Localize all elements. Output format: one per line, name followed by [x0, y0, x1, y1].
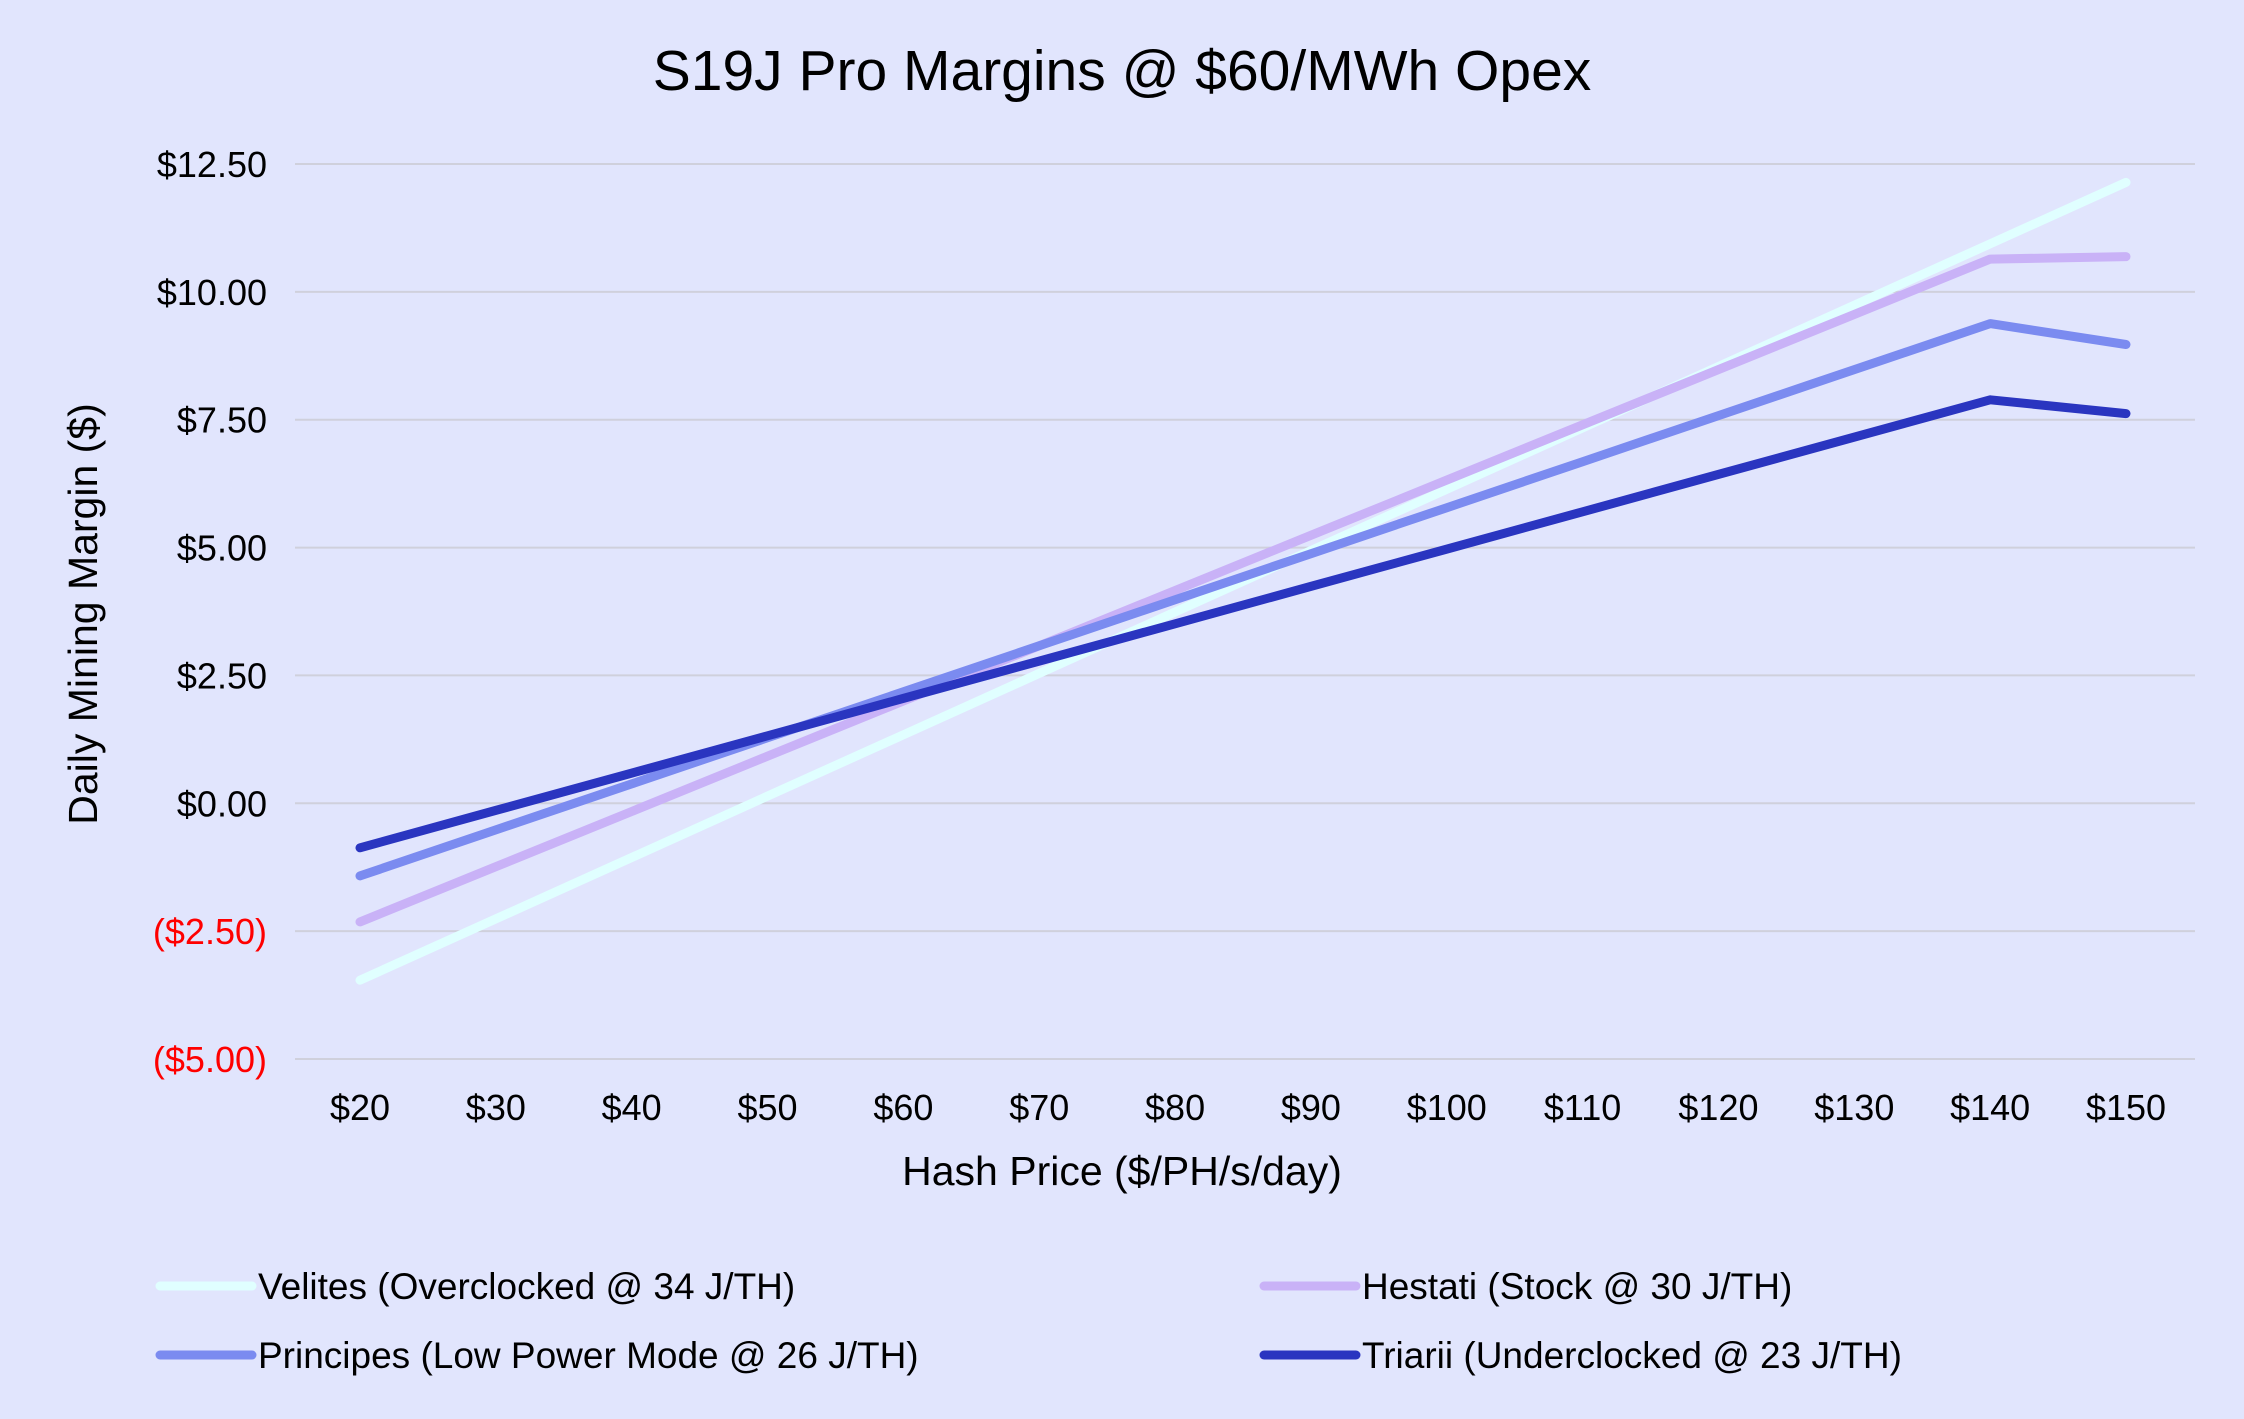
x-tick-label: $70 [1009, 1087, 1069, 1128]
x-tick-label: $100 [1407, 1087, 1487, 1128]
series-line-2 [355, 319, 2131, 881]
y-tick-label: ($2.50) [153, 911, 267, 952]
chart-title: S19J Pro Margins @ $60/MWh Opex [653, 39, 1592, 103]
y-tick-label: $12.50 [157, 144, 267, 185]
legend: Velites (Overclocked @ 34 J/TH) Hestati (… [155, 1266, 1902, 1376]
x-tick-label: $150 [2086, 1087, 2166, 1128]
x-tick-label: $80 [1145, 1087, 1205, 1128]
gridlines [295, 163, 2195, 1060]
legend-label: Triarii (Underclocked @ 23 J/TH) [1362, 1335, 1902, 1376]
y-tick-label: ($5.00) [153, 1039, 267, 1080]
x-tick-label: $30 [466, 1087, 526, 1128]
series-lines [355, 177, 2131, 985]
x-tick-label: $130 [1814, 1087, 1894, 1128]
x-tick-label: $50 [737, 1087, 797, 1128]
x-tick-label: $20 [330, 1087, 390, 1128]
x-tick-label: $40 [602, 1087, 662, 1128]
legend-label: Velites (Overclocked @ 34 J/TH) [258, 1266, 795, 1307]
x-tick-label: $90 [1281, 1087, 1341, 1128]
x-axis-label: Hash Price ($/PH/s/day) [902, 1148, 1342, 1194]
y-tick-label: $5.00 [177, 528, 267, 569]
x-tick-label: $140 [1950, 1087, 2030, 1128]
series-line-1 [355, 252, 2131, 927]
y-tick-label: $10.00 [157, 272, 267, 313]
y-tick-label: $2.50 [177, 655, 267, 696]
y-tick-label: $0.00 [177, 783, 267, 824]
y-tick-label: $7.50 [177, 400, 267, 441]
y-axis-label: Daily Mining Margin ($) [60, 403, 106, 825]
x-axis-ticks: $20 $30 $40 $50 $60 $70 $80 $90 $100 $110 $120 $130… [330, 1087, 2166, 1128]
x-tick-label: $120 [1678, 1087, 1758, 1128]
legend-label: Hestati (Stock @ 30 J/TH) [1362, 1266, 1792, 1307]
x-tick-label: $60 [873, 1087, 933, 1128]
legend-label: Principes (Low Power Mode @ 26 J/TH) [258, 1335, 919, 1376]
series-line-3 [355, 395, 2131, 853]
x-tick-label: $110 [1544, 1087, 1621, 1128]
y-axis-ticks: $12.50 $10.00 $7.50 $5.00 $2.50 $0.00 ($2.50) (… [153, 144, 267, 1080]
